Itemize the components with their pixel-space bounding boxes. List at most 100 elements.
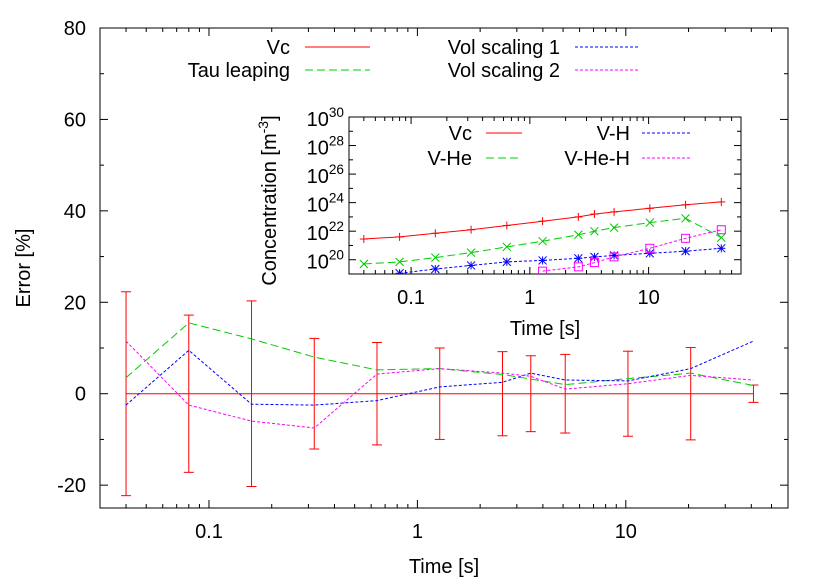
inset-plot-area xyxy=(359,197,726,274)
x-tick-label: 10 xyxy=(615,521,637,543)
inset-marker-star xyxy=(395,268,404,274)
inset-marker-star xyxy=(681,246,690,256)
marker-stroke xyxy=(645,248,655,258)
marker-stroke xyxy=(538,236,547,246)
inset-y-tick-label-sup: 24 xyxy=(329,191,345,206)
inset-marker-star xyxy=(466,261,476,270)
inset-y-tick-label-sup: 30 xyxy=(329,105,345,120)
inset-legend-label: Vc xyxy=(449,123,472,145)
inset-legend-label: V-H xyxy=(597,123,630,145)
series-line-tau-leaping xyxy=(125,322,754,386)
x-tick-label: 0.1 xyxy=(195,521,223,543)
inset-marker-square xyxy=(645,243,655,253)
inset-marker-plus xyxy=(395,232,404,241)
y-tick-label: 0 xyxy=(75,384,86,406)
y-tick-label: 40 xyxy=(64,201,86,223)
inset-legend-label: V-He xyxy=(428,148,472,170)
marker-stroke xyxy=(573,253,583,263)
inset-marker-square xyxy=(589,258,599,268)
inset-marker-x xyxy=(466,248,476,257)
marker-stroke xyxy=(398,268,404,274)
inset-y-tick-label: 1028 xyxy=(307,134,344,160)
inset-marker-square xyxy=(538,266,548,274)
inset-y-tick-label-base: 10 xyxy=(307,223,329,245)
inset-marker-star xyxy=(645,248,655,258)
inset-series-line-vc xyxy=(363,201,722,240)
inset-x-axis-label: Time [s] xyxy=(510,318,580,340)
inset-y-tick-label-sup: 28 xyxy=(329,134,344,149)
inset-marker-star xyxy=(430,264,440,274)
inset-marker-plus xyxy=(681,200,690,209)
marker-stroke xyxy=(609,252,619,262)
marker-stroke xyxy=(681,233,691,243)
inset-y-tick-label: 1026 xyxy=(307,162,344,188)
legend-label: Vol scaling 2 xyxy=(448,60,560,82)
marker-stroke xyxy=(589,258,599,268)
marker-stroke xyxy=(716,243,726,253)
inset-marker-plus xyxy=(502,221,511,230)
inset-marker-plus xyxy=(467,225,476,234)
marker-stroke xyxy=(681,246,690,256)
marker-stroke xyxy=(590,226,599,236)
inset-marker-x xyxy=(538,236,547,246)
inset-y-tick-label: 1024 xyxy=(307,191,345,217)
inset-marker-plus xyxy=(359,235,368,244)
inset-x-tick-label: 10 xyxy=(637,287,659,309)
marker-stroke xyxy=(430,253,440,262)
inset-marker-square xyxy=(573,262,583,272)
marker-stroke xyxy=(502,257,512,267)
inset-y-tick-label: 1020 xyxy=(307,248,345,274)
inset-y-tick-label-base: 10 xyxy=(307,195,329,217)
x-axis-label: Time [s] xyxy=(409,556,479,578)
marker-stroke xyxy=(466,261,476,270)
inset-y-tick-label-base: 10 xyxy=(307,138,329,160)
marker-stroke xyxy=(359,259,369,269)
legend-label: Tau leaping xyxy=(188,60,290,82)
inset-marker-plus xyxy=(574,212,583,221)
y-axis-label: Error [%] xyxy=(13,229,35,308)
plot-frame xyxy=(99,27,789,509)
y-tick-label: 80 xyxy=(64,18,86,40)
inset-marker-x xyxy=(395,257,404,267)
inset-y-axis-label-end: ] xyxy=(259,115,281,121)
inset-series-line-v-he-h xyxy=(542,229,722,272)
inset-y-axis-label-main: Concentration [m xyxy=(259,133,281,285)
inset-marker-star xyxy=(716,243,726,253)
inset-y-tick-label-sup: 22 xyxy=(329,219,344,234)
inset-marker-square xyxy=(716,225,726,235)
inset-marker-plus xyxy=(717,197,726,206)
inset-marker-x xyxy=(430,253,440,262)
inset-marker-x xyxy=(502,242,512,252)
marker-stroke xyxy=(681,213,690,223)
marker-stroke xyxy=(645,243,655,253)
marker-stroke xyxy=(716,225,726,235)
marker-stroke xyxy=(590,252,599,262)
inset-marker-star xyxy=(538,256,547,265)
marker-stroke xyxy=(645,218,655,227)
inset-marker-star xyxy=(590,252,599,262)
inset-marker-x xyxy=(645,218,655,227)
inset-marker-x xyxy=(716,233,726,242)
inset-y-axis-label: Concentration [m-3] xyxy=(255,115,281,285)
marker-stroke xyxy=(609,223,619,232)
inset-y-tick-label: 1022 xyxy=(307,219,344,245)
inset-series-line-v-he xyxy=(363,217,722,265)
y-tick-label: 60 xyxy=(64,109,86,131)
series-line-vol-scaling-1 xyxy=(125,340,754,406)
inset-marker-x xyxy=(573,230,583,240)
inset-marker-x xyxy=(609,223,619,232)
inset-marker-star xyxy=(502,257,512,267)
inset-legend-label: V-He-H xyxy=(564,148,630,170)
inset-marker-square xyxy=(681,233,691,243)
y-tick-label: 20 xyxy=(64,292,86,314)
marker-stroke xyxy=(573,230,583,240)
marker-stroke xyxy=(538,266,548,274)
inset-x-tick-label: 0.1 xyxy=(397,287,425,309)
inset-y-tick-label-base: 10 xyxy=(307,166,329,188)
inset-marker-plus xyxy=(538,217,547,226)
